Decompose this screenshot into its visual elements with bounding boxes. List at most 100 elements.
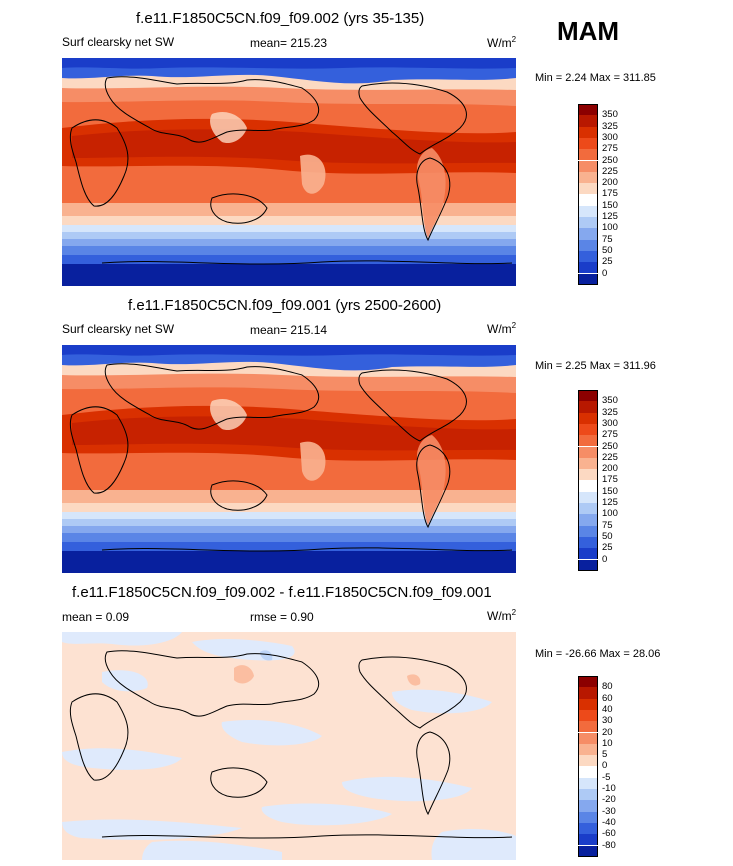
panel-2-title: f.e11.F1850C5CN.f09_f09.001 (yrs 2500-26… xyxy=(128,297,442,314)
colorbar-tick-label: 75 xyxy=(602,233,613,245)
colorbar-swatch xyxy=(578,834,598,846)
colorbar-swatch xyxy=(578,149,598,161)
colorbar-swatch xyxy=(578,811,598,823)
colorbar-swatch xyxy=(578,709,598,722)
panel-1-colorbar: 350 325 300 275 250 225 200 175 150 125 100 75 50 25 0 xyxy=(578,104,638,285)
colorbar-swatch xyxy=(578,503,598,515)
colorbar-tick-label: 350 xyxy=(602,395,618,407)
colorbar-swatch xyxy=(578,789,598,801)
colorbar-swatch xyxy=(578,687,598,699)
colorbar-tick-label: -40 xyxy=(602,816,616,828)
colorbar-swatch xyxy=(578,250,598,263)
panel-3-minmax: Min = -26.66 Max = 28.06 xyxy=(535,648,661,660)
panel-3-colorbar: 80 60 40 30 20 10 5 0 -5 -10 -20 -30 -40 -60 -80 xyxy=(578,676,638,857)
colorbar-tick-label: 225 xyxy=(602,165,618,177)
colorbar-swatch xyxy=(578,171,598,184)
colorbar-tick-label: 300 xyxy=(602,131,618,143)
colorbar-swatch xyxy=(578,766,598,778)
colorbar-swatch xyxy=(578,743,598,756)
colorbar-swatch xyxy=(578,115,598,127)
colorbar-swatch xyxy=(578,239,598,251)
colorbar-swatch xyxy=(578,548,598,560)
panel-1-variable-label: Surf clearsky net SW xyxy=(62,35,175,49)
colorbar-tick-label: 150 xyxy=(602,199,618,211)
colorbar-swatch xyxy=(578,845,598,857)
colorbar-tick-label: 20 xyxy=(602,726,613,738)
colorbar-tick-label: 250 xyxy=(602,440,618,452)
colorbar-swatch xyxy=(578,676,598,688)
panel-1-map xyxy=(62,58,516,286)
colorbar-tick-label: 275 xyxy=(602,143,618,155)
colorbar-swatch xyxy=(578,525,598,537)
panel-2-variable-label: Surf clearsky net SW xyxy=(62,322,175,336)
colorbar-tick-label: 100 xyxy=(602,508,618,520)
colorbar-swatch xyxy=(578,228,598,240)
colorbar-tick-label: 325 xyxy=(602,120,618,132)
colorbar-tick-label: 275 xyxy=(602,429,618,441)
colorbar-tick-label: 0 xyxy=(602,760,608,772)
colorbar-tick-label: 0 xyxy=(602,553,608,565)
colorbar-swatch xyxy=(578,435,598,447)
colorbar-swatch xyxy=(578,457,598,470)
panel-2-minmax: Min = 2.25 Max = 311.96 xyxy=(535,360,656,372)
panel-2-map xyxy=(62,345,516,573)
colorbar-tick-label: 175 xyxy=(602,188,618,200)
colorbar-swatch xyxy=(578,273,598,285)
colorbar-tick-label: 60 xyxy=(602,692,613,704)
colorbar-tick-label: 10 xyxy=(602,737,613,749)
colorbar-tick-label: 80 xyxy=(602,681,613,693)
colorbar-swatch xyxy=(578,390,598,402)
colorbar-tick-label: 25 xyxy=(602,542,613,554)
colorbar-swatch xyxy=(578,104,598,116)
colorbar-swatch xyxy=(578,423,598,436)
colorbar-tick-label: 300 xyxy=(602,417,618,429)
colorbar-tick-label: -60 xyxy=(602,828,616,840)
colorbar-tick-label: 100 xyxy=(602,222,618,234)
colorbar-tick-label: 125 xyxy=(602,497,618,508)
panel-3-title: f.e11.F1850C5CN.f09_f09.002 - f.e11.F185… xyxy=(72,584,492,601)
panel-3-rmse-label: rmse = 0.90 xyxy=(250,610,314,624)
season-label: MAM xyxy=(557,16,620,46)
colorbar-tick-label: 5 xyxy=(602,749,608,761)
colorbar-tick-label: 40 xyxy=(602,703,613,715)
colorbar-swatch xyxy=(578,721,598,733)
panel-2-mean-label: mean= 215.14 xyxy=(250,323,328,337)
colorbar-swatch xyxy=(578,491,598,503)
panel-1-minmax: Min = 2.24 Max = 311.85 xyxy=(535,72,656,84)
colorbar-swatch xyxy=(578,183,598,195)
colorbar-tick-label: 75 xyxy=(602,519,613,531)
panel-2-colorbar: 350 325 300 275 250 225 200 175 150 125 100 75 50 25 0 xyxy=(578,390,638,571)
colorbar-swatch xyxy=(578,469,598,481)
colorbar-tick-label: 30 xyxy=(602,715,613,727)
colorbar-tick-label: 175 xyxy=(602,474,618,486)
colorbar-tick-label: 225 xyxy=(602,451,618,463)
colorbar-swatch xyxy=(578,262,598,274)
colorbar-tick-label: -20 xyxy=(602,794,616,806)
colorbar-tick-label: -30 xyxy=(602,805,616,817)
colorbar-tick-label: -10 xyxy=(602,783,616,794)
colorbar-swatch xyxy=(578,194,598,206)
colorbar-tick-label: 250 xyxy=(602,154,618,166)
colorbar-swatch xyxy=(578,217,598,229)
colorbar-swatch xyxy=(578,822,598,835)
colorbar-tick-label: -80 xyxy=(602,839,616,851)
colorbar-tick-label: 350 xyxy=(602,109,618,121)
colorbar-swatch xyxy=(578,777,598,789)
panel-1-units: W/m2 xyxy=(487,35,517,50)
panel-2-units: W/m2 xyxy=(487,321,517,336)
colorbar-swatch xyxy=(578,480,598,492)
colorbar-swatch xyxy=(578,126,598,138)
colorbar-swatch xyxy=(578,205,598,217)
colorbar-swatch xyxy=(578,137,598,150)
colorbar-tick-label: 25 xyxy=(602,256,613,268)
colorbar-swatch xyxy=(578,732,598,744)
colorbar-swatch xyxy=(578,401,598,413)
colorbar-swatch xyxy=(578,160,598,172)
colorbar-swatch xyxy=(578,536,598,549)
colorbar-swatch xyxy=(578,446,598,458)
colorbar-swatch xyxy=(578,800,598,812)
colorbar-tick-label: 50 xyxy=(602,530,613,542)
colorbar-tick-label: 200 xyxy=(602,177,618,189)
colorbar-swatch xyxy=(578,698,598,710)
